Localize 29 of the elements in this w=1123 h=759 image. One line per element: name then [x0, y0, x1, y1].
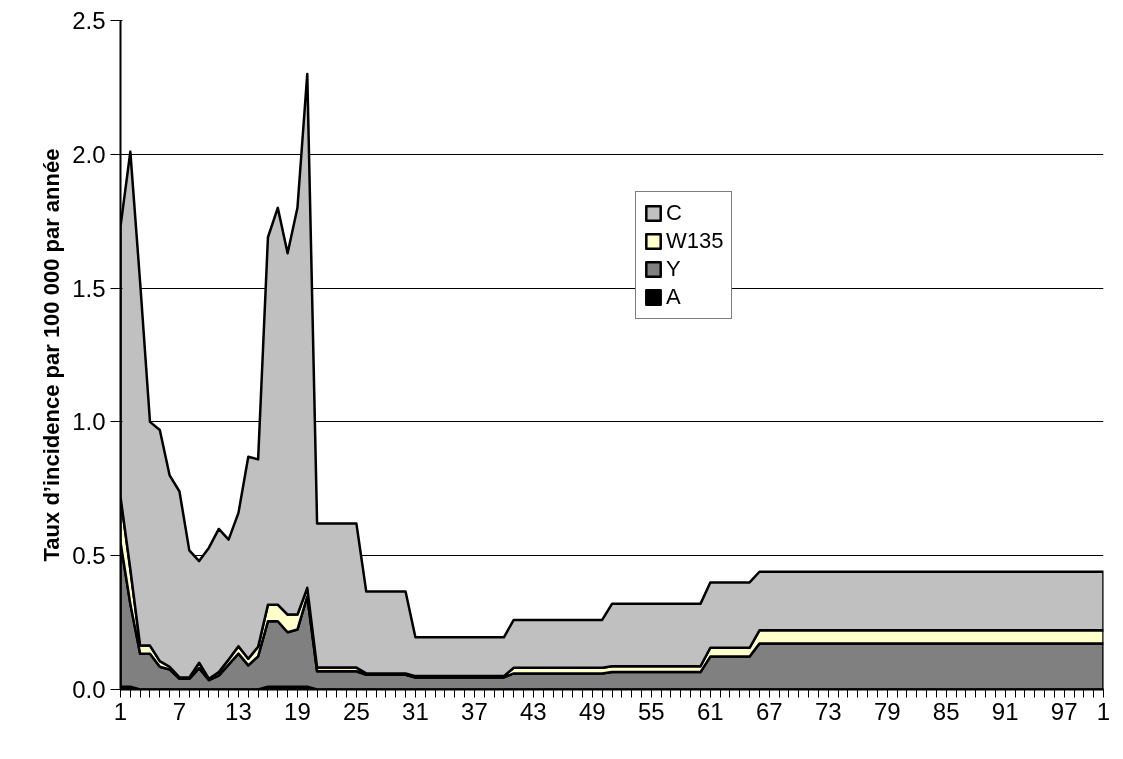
y-tick-label: 0.5 — [72, 542, 106, 570]
x-tick-label: 7 — [172, 697, 187, 725]
x-tick-label: 19 — [284, 697, 311, 725]
x-tick-label: 1 — [113, 697, 128, 725]
x-tick-label: 1 — [1096, 697, 1111, 725]
y-tick-label: 2.0 — [72, 140, 106, 168]
legend-label: W135 — [666, 228, 724, 254]
x-tick-label: 13 — [225, 697, 252, 725]
y-tick-label: 0.0 — [72, 676, 106, 703]
x-tick-label: 79 — [873, 697, 901, 725]
x-tick-label: 55 — [637, 697, 665, 725]
y-axis-title: Taux d’incidence par 100 000 par année — [39, 148, 65, 562]
x-tick-label: 31 — [402, 697, 429, 725]
y-tick-label: 1.0 — [72, 408, 106, 436]
y-tick-label: 2.5 — [72, 7, 106, 34]
x-tick-label: 43 — [520, 697, 547, 725]
legend-label: Y — [666, 256, 682, 282]
x-tick-label: 73 — [814, 697, 842, 725]
x-tick-label: 67 — [755, 697, 783, 725]
x-tick-label: 49 — [578, 697, 606, 725]
x-tick-label: 85 — [932, 697, 960, 725]
x-tick-label: 61 — [696, 697, 724, 725]
legend-label: A — [666, 284, 682, 310]
x-tick-label: 37 — [461, 697, 488, 725]
x-tick-label: 91 — [991, 697, 1019, 725]
x-tick-label: 25 — [343, 697, 370, 725]
x-tick-label: 97 — [1050, 697, 1078, 725]
y-tick-label: 1.5 — [72, 274, 106, 302]
legend-label: C — [666, 200, 683, 226]
